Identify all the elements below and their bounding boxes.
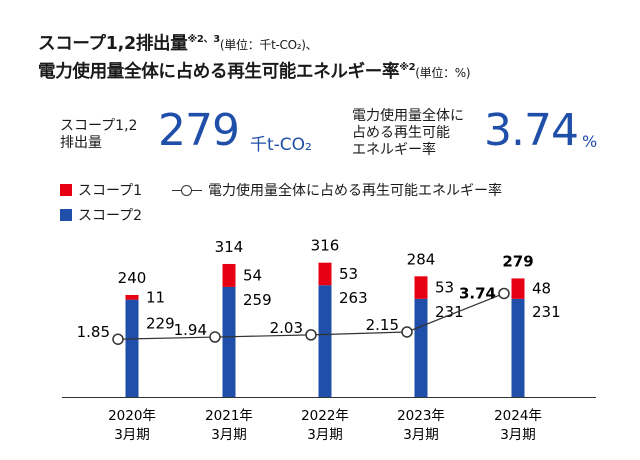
- renewable-ratio-label: 1.94: [174, 321, 207, 339]
- title-renewable: 電力使用量全体に占める再生可能エネルギー率: [38, 62, 400, 82]
- x-tick-label-period: 3月期: [211, 427, 247, 443]
- kpi-renewable-label-line-3: エネルギー率: [352, 142, 436, 158]
- scope1-value-label: 11: [146, 288, 165, 306]
- chart-title-line-2: 電力使用量全体に占める再生可能エネルギー率※2(単位：%): [38, 58, 471, 83]
- bar-scope2: [511, 298, 525, 397]
- bar-scope2: [125, 299, 139, 397]
- total-label: 316: [311, 237, 340, 255]
- kpi-renewable-label: 電力使用量全体に 占める再生可能 エネルギー率: [352, 108, 464, 159]
- x-tick-label-period: 3月期: [114, 427, 150, 443]
- renewable-ratio-point: [305, 329, 317, 341]
- scope2-value-label: 231: [435, 303, 464, 321]
- renewable-ratio-label: 2.03: [270, 319, 303, 337]
- title-emissions: スコープ1,2排出量: [38, 34, 188, 54]
- title-unit-2: (単位：%): [415, 66, 471, 80]
- kpi-renewable-unit: %: [582, 132, 598, 151]
- bar-scope1: [318, 262, 332, 286]
- total-label: 240: [118, 269, 147, 287]
- scope2-value-label: 259: [243, 291, 272, 309]
- bar-scope1: [222, 263, 236, 287]
- kpi-emissions-label-line-1: スコープ1,2: [60, 118, 138, 134]
- x-tick-label-year: 2023年: [397, 408, 445, 424]
- title-note-1: ※2、3: [187, 34, 220, 46]
- legend-item-scope2: スコープ2: [60, 205, 142, 225]
- total-label: 279: [502, 252, 533, 270]
- kpi-renewable-label-line-2: 占める再生可能: [352, 125, 450, 141]
- kpi-renewable-label-line-1: 電力使用量全体に: [352, 108, 464, 124]
- scope2-value-label: 231: [532, 303, 561, 321]
- renewable-ratio-label: 3.74: [459, 284, 496, 302]
- kpi-emissions-unit: 千t-CO₂: [250, 135, 312, 155]
- bar-scope2: [318, 285, 332, 397]
- renewable-ratio-point: [112, 333, 124, 345]
- legend-item-scope1: スコープ1: [60, 180, 142, 200]
- bar-scope1: [511, 278, 525, 299]
- scope2-value-label: 263: [339, 289, 368, 307]
- x-tick-label-year: 2024年: [494, 408, 542, 424]
- kpi-emissions-label-line-2: 排出量: [60, 135, 102, 151]
- x-tick-label-year: 2020年: [108, 408, 156, 424]
- scope2-value-label: 229: [146, 315, 175, 333]
- legend-item-renewable: 電力使用量全体に占める再生可能エネルギー率: [172, 180, 502, 200]
- bar-scope1: [125, 295, 139, 300]
- scope1-value-label: 53: [339, 265, 358, 283]
- renewable-ratio-point: [209, 331, 221, 343]
- kpi-emissions-value: 279: [158, 105, 240, 156]
- total-label: 284: [407, 250, 436, 268]
- x-tick-label-period: 3月期: [500, 427, 536, 443]
- kpi-emissions-label: スコープ1,2 排出量: [60, 118, 137, 152]
- scope1-value-label: 53: [435, 279, 454, 297]
- x-tick-label-year: 2021年: [205, 408, 253, 424]
- renewable-ratio-point: [498, 287, 510, 300]
- legend-swatch-scope2: [60, 209, 72, 221]
- renewable-ratio-label: 1.85: [77, 323, 110, 341]
- scope1-value-label: 54: [243, 266, 262, 284]
- total-label: 314: [215, 238, 244, 256]
- legend-line-marker-icon: [172, 184, 202, 196]
- x-tick-label-period: 3月期: [307, 427, 343, 443]
- bar-scope1: [414, 276, 428, 299]
- chart-title-line-1: スコープ1,2排出量※2、3(単位：千t-CO₂)、: [38, 30, 318, 55]
- x-tick-label-year: 2022年: [301, 408, 349, 424]
- x-tick-label-period: 3月期: [403, 427, 439, 443]
- legend-label-renewable: 電力使用量全体に占める再生可能エネルギー率: [208, 183, 502, 199]
- scope1-value-label: 48: [532, 280, 551, 298]
- title-note-2: ※2: [399, 62, 416, 74]
- title-unit-1: (単位：千t-CO₂)、: [219, 38, 318, 52]
- legend-label-scope2: スコープ2: [78, 208, 143, 224]
- renewable-ratio-point: [401, 326, 413, 338]
- bar-scope2: [414, 298, 428, 397]
- legend-label-scope1: スコープ1: [78, 183, 143, 199]
- renewable-ratio-label: 2.15: [366, 316, 399, 334]
- legend-swatch-scope1: [60, 184, 72, 196]
- bar-scope2: [222, 286, 236, 397]
- kpi-renewable-value: 3.74: [484, 105, 579, 156]
